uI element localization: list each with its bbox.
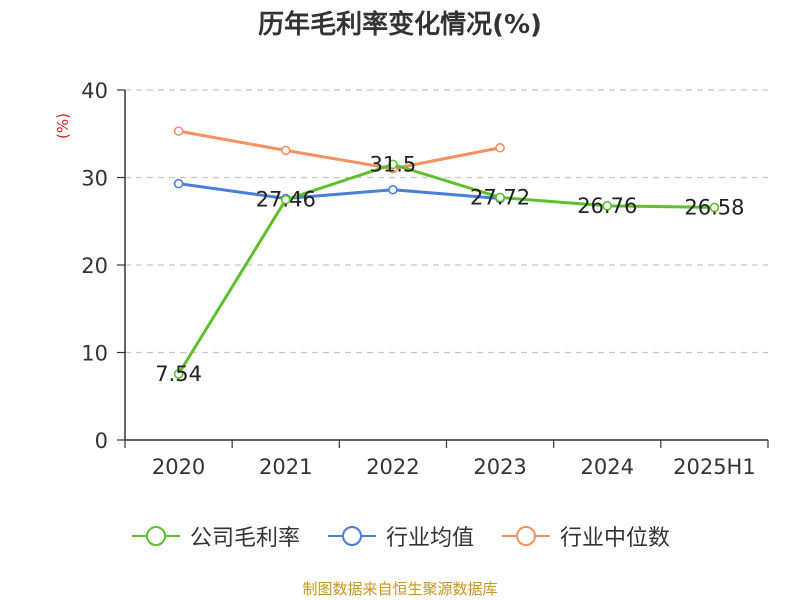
source-note: 制图数据来自恒生聚源数据库	[302, 580, 498, 598]
data-label: 27.72	[470, 185, 530, 209]
data-point-0	[173, 369, 184, 379]
chart-title: 历年毛利率变化情况(%)	[258, 10, 542, 40]
x-tick-label: 2021	[259, 455, 312, 479]
legend-label-company: 公司毛利率	[189, 526, 300, 551]
legend-marker-industry-median	[502, 526, 550, 546]
data-point-1	[388, 184, 398, 195]
legend-marker-company	[131, 526, 180, 546]
data-label: 26.76	[577, 194, 637, 218]
y-tick-label: 0	[95, 429, 108, 453]
y-tick-label: 20	[81, 254, 108, 278]
x-tick-label: 2025H1	[673, 455, 756, 479]
y-tick-label: 30	[81, 167, 108, 191]
data-point-2	[280, 145, 291, 156]
legend-marker-industry-mean	[327, 526, 376, 546]
y-tick-label: 40	[81, 79, 108, 103]
data-label: 27.46	[256, 188, 316, 212]
series-line-0	[177, 162, 715, 375]
legend-item-industry-median[interactable]: 行业中位数	[500, 520, 670, 552]
data-point-1	[173, 178, 184, 189]
data-point-2	[173, 126, 184, 136]
x-tick-label: 2022	[366, 455, 419, 479]
legend-item-industry-mean[interactable]: 行业均值	[326, 520, 474, 552]
legend-label-industry-mean: 行业均值	[385, 526, 474, 551]
data-point-0	[495, 192, 505, 203]
data-label: 26.58	[684, 195, 744, 219]
legend: 公司毛利率 行业均值 行业中位数	[0, 520, 800, 552]
data-point-0	[388, 159, 398, 170]
data-point-0	[709, 202, 720, 213]
series-line-1	[178, 182, 501, 200]
series-line-2	[178, 129, 501, 171]
legend-label-industry-median: 行业中位数	[560, 526, 671, 551]
y-tick-label: 10	[81, 342, 108, 366]
data-point-0	[602, 201, 613, 211]
legend-item-company[interactable]: 公司毛利率	[130, 520, 300, 552]
data-label: 31.5	[370, 152, 417, 176]
x-tick-label: 2024	[581, 455, 634, 479]
data-point-0	[280, 194, 291, 205]
x-tick-label: 2020	[152, 455, 205, 479]
x-tick-label: 2023	[473, 455, 526, 479]
data-point-2	[495, 142, 505, 153]
y-axis-label: (%)	[54, 113, 72, 139]
data-label: 7.54	[155, 362, 202, 386]
